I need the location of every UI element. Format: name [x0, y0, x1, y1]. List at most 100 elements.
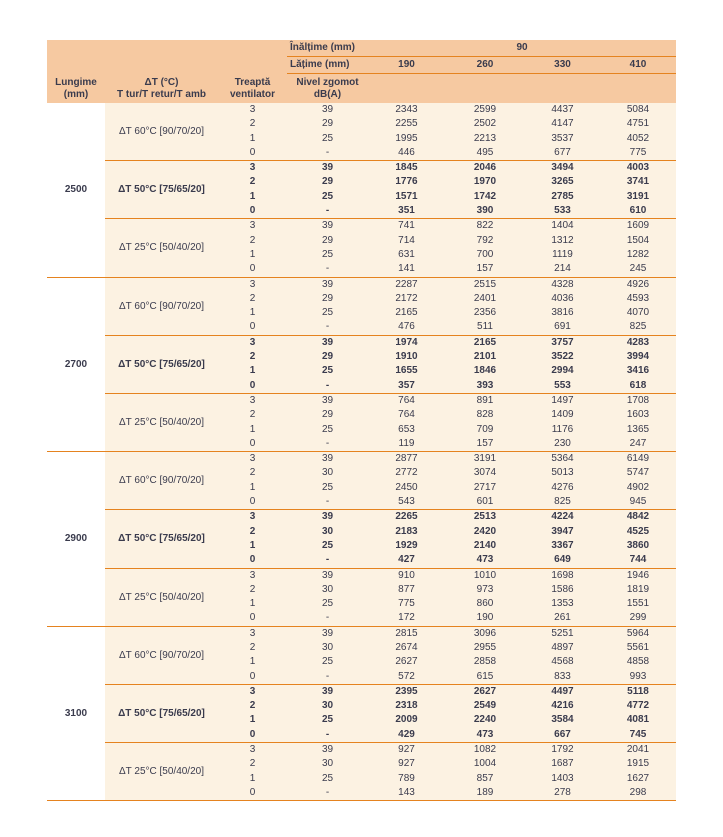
output-row: 0 - 543 601 825 945 [218, 495, 676, 509]
heat-output-cell: 2165 [473, 336, 497, 348]
heat-output-cell: 1119 [552, 248, 573, 260]
heat-output-cell: 1404 [551, 220, 574, 232]
dt-label: ΔT 60°C [90/70/20] [119, 649, 204, 661]
heat-output-cell: 1571 [395, 190, 418, 202]
noise-level-cell: 30 [321, 700, 334, 712]
heat-output-cell: 2513 [473, 511, 497, 523]
width-label: Lățime (mm) [290, 59, 350, 70]
height-label: Înălțime (mm) [290, 42, 356, 53]
heat-output-cell: 1846 [473, 365, 497, 377]
heat-output-cell: 877 [398, 583, 415, 595]
heat-output-cell: 278 [554, 786, 571, 798]
heat-output-cell: 615 [476, 670, 494, 682]
heat-output-cell: 4081 [626, 714, 650, 726]
table-header: Înălțime (mm) 90 Lățime (mm) 190 260 330… [47, 40, 676, 103]
fan-step-cell: 1 [249, 307, 256, 319]
fan-step-cell: 2 [249, 234, 256, 246]
dt-block: ΔT 60°C [90/70/20] 3 39 2815 3096 5251 5964 2 30… [105, 627, 676, 684]
heat-output-cell: 230 [554, 437, 571, 449]
fan-step-cell: 2 [249, 409, 256, 421]
heat-output-cell: 993 [629, 670, 647, 682]
heat-output-cell: 4751 [626, 118, 650, 130]
heat-output-cell: 2183 [395, 525, 418, 537]
dt-block-rows: 3 39 1845 2046 3494 4003 2 29 1776 1970 3265 3741 1 2… [218, 161, 676, 218]
heat-output-cell: 4224 [551, 511, 574, 523]
heat-output-cell: 691 [554, 321, 571, 333]
output-row: 0 - 351 390 533 610 [218, 204, 676, 218]
output-row: 3 39 2265 2513 4224 4842 [218, 510, 676, 524]
dt-label: ΔT 25°C [50/40/20] [119, 766, 204, 778]
heat-output-cell: 4328 [551, 278, 574, 290]
dt-label: ΔT 60°C [90/70/20] [119, 475, 204, 487]
noise-level-cell: 39 [321, 394, 334, 406]
heat-output-cell: 3816 [551, 307, 574, 319]
fan-step-cell: 2 [249, 176, 256, 188]
length-group: 2900 ΔT 60°C [90/70/20] 3 39 2877 3191 5364 614… [47, 452, 676, 627]
heat-output-cell: 446 [398, 146, 415, 158]
heat-output-cell: 553 [554, 379, 571, 391]
fan-step-cell: 3 [249, 511, 256, 523]
heat-output-cell: 1915 [626, 758, 650, 770]
heat-output-cell: 189 [476, 786, 494, 798]
heat-output-cell: 4052 [626, 132, 650, 144]
dt-label: ΔT 25°C [50/40/20] [119, 591, 204, 603]
fan-step-cell: 3 [249, 104, 256, 115]
output-row: 2 30 2318 2549 4216 4772 [218, 699, 676, 713]
heat-output-cell: 2343 [395, 104, 418, 115]
height-row-region: Înălțime (mm) 90 [287, 40, 676, 57]
heat-output-cell: 357 [398, 379, 415, 391]
heat-output-cell: 745 [629, 728, 647, 740]
noise-level-cell: - [325, 786, 330, 798]
output-row: 0 - 143 189 278 298 [218, 786, 676, 800]
heat-output-cell: 299 [629, 612, 647, 624]
output-row: 1 25 1571 1742 2785 3191 [218, 190, 676, 204]
output-row: 3 39 1845 2046 3494 4003 [218, 161, 676, 175]
output-row: 1 25 789 857 1403 1627 [218, 772, 676, 786]
noise-level-cell: 39 [321, 744, 334, 756]
output-row: 2 29 714 792 1312 1504 [218, 234, 676, 248]
noise-level-cell: 39 [321, 336, 334, 348]
heat-output-cell: 2101 [473, 351, 497, 363]
fan-step-cell: 1 [249, 190, 256, 202]
dt-block-rows: 3 39 2395 2627 4497 5118 2 30 2318 2549 4216 4772 1 2… [218, 685, 676, 742]
heat-output-cell: 667 [554, 728, 571, 740]
heat-output-cell: 2627 [473, 685, 497, 697]
heat-output-cell: 2515 [473, 278, 497, 290]
heat-output-cell: 828 [476, 409, 494, 421]
heat-output-cell: 2287 [395, 278, 418, 290]
noise-level-cell: - [325, 612, 330, 624]
output-row: 2 29 1910 2101 3522 3994 [218, 350, 676, 364]
heat-output-cell: 4283 [626, 336, 650, 348]
heat-output-cell: 2401 [473, 292, 497, 304]
heat-output-cell: 214 [554, 263, 571, 275]
heat-output-cell: 473 [476, 728, 494, 740]
dt-label: ΔT 50°C [75/65/20] [118, 533, 205, 545]
width-value-330: 330 [554, 59, 571, 70]
noise-level-cell: 29 [321, 176, 334, 188]
fan-step-cell: 1 [249, 481, 256, 493]
width-value-410: 410 [629, 59, 647, 70]
noise-level-cell: 39 [321, 453, 334, 465]
heat-output-cell: 5964 [626, 627, 650, 639]
fan-step-cell: 1 [249, 539, 256, 551]
heat-output-cell: 3522 [551, 351, 574, 363]
noise-level-cell: 29 [321, 234, 334, 246]
fan-step-cell: 1 [249, 598, 256, 610]
heat-output-cell: 3860 [626, 539, 650, 551]
noise-level-cell: 29 [321, 118, 334, 130]
length-cell: 2500 [47, 103, 105, 277]
dt-block: ΔT 50°C [75/65/20] 3 39 1974 2165 3757 4283 2 29… [105, 334, 676, 393]
noise-level-cell: 39 [321, 220, 334, 232]
heat-output-cell: 1551 [626, 598, 650, 610]
noise-level-cell: - [325, 728, 330, 740]
noise-level-cell: 29 [321, 292, 334, 304]
heat-output-cell: 5251 [551, 627, 574, 639]
noise-level-cell: - [325, 670, 330, 682]
heat-output-cell: 141 [398, 263, 415, 275]
fan-step-cell: 3 [249, 278, 256, 290]
fan-step-cell: 2 [249, 700, 256, 712]
output-row: 1 25 631 700 1119 1282 [218, 248, 676, 262]
heat-output-cell: 511 [477, 321, 493, 333]
lungime-line1: Lungime [55, 76, 97, 88]
heat-output-cell: 4276 [551, 481, 574, 493]
